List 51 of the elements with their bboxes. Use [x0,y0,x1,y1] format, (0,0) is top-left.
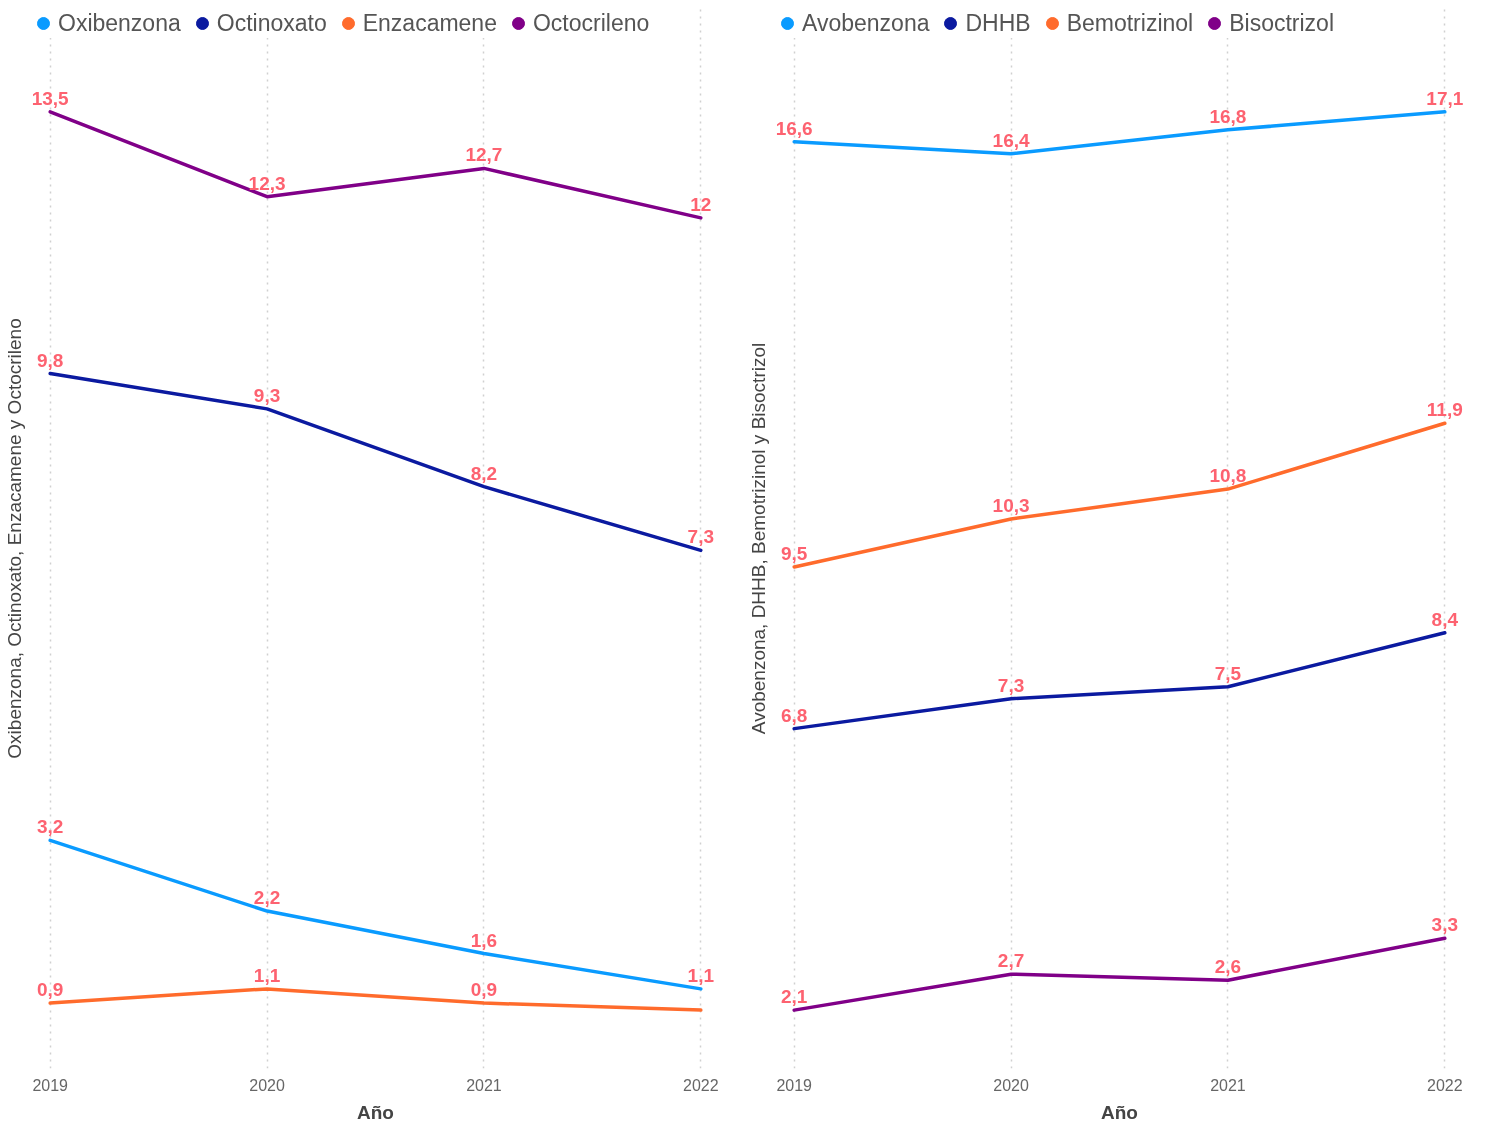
legend-label: Octocrileno [532,9,650,37]
legend-label: Oxibenzona [58,9,181,37]
data-label: 12,3 [248,172,286,194]
data-label: 16,4 [992,129,1030,151]
data-label: 8,4 [1431,608,1459,630]
data-label: 2,1 [780,986,808,1008]
data-label: 11,9 [1426,399,1463,421]
data-label: 2,6 [1214,956,1242,978]
data-label: 3,2 [36,816,64,838]
data-label: 9,3 [253,384,281,406]
data-label: 12,7 [465,144,503,166]
data-label: 3,3 [1431,914,1459,936]
x-tick-label: 2020 [993,1076,1029,1094]
data-label: 0,9 [470,979,498,1001]
data-label: 6,8 [780,704,808,726]
legend-label: Bisoctrizol [1229,9,1334,37]
data-label: 10,3 [992,495,1030,517]
data-label: 7,3 [687,526,715,548]
data-label: 0,9 [36,979,64,1001]
data-label: 17,1 [1426,87,1464,109]
legend-label: Enzacamene [362,9,497,37]
x-axis-title: Año [1101,1101,1138,1123]
data-label: 7,5 [1214,662,1242,684]
data-label: 7,3 [997,674,1025,696]
legend-label: Octinoxato [216,9,327,37]
data-label: 16,6 [775,117,813,139]
x-tick-label: 2022 [1427,1076,1463,1094]
x-tick-label: 2019 [776,1076,813,1094]
data-label: 2,7 [997,950,1025,972]
data-label: 2,2 [253,887,281,909]
x-tick-label: 2021 [466,1076,502,1094]
legend-label: DHHB [965,9,1031,37]
data-label: 1,6 [470,929,498,951]
data-label: 1,1 [687,964,715,986]
data-label: 8,2 [470,462,498,484]
x-tick-label: 2020 [249,1076,285,1094]
y-axis-title: Avobenzona, DHHB, Bemotrizinol y Bisoctrizol [747,342,769,735]
data-label: 16,8 [1209,105,1247,127]
data-label: 12 [690,193,712,215]
data-label: 10,8 [1209,465,1247,487]
legend-label: Avobenzona [802,9,930,37]
legend-label: Bemotrizinol [1066,9,1194,37]
x-tick-label: 2019 [32,1076,69,1094]
x-tick-label: 2022 [683,1076,719,1094]
data-label: 9,8 [36,349,64,371]
x-axis-title: Año [357,1101,394,1123]
data-label: 9,5 [780,542,808,564]
x-tick-label: 2021 [1210,1076,1246,1094]
data-label: 1,1 [253,964,281,986]
data-label: 13,5 [31,87,70,109]
y-axis-title: Oxibenzona, Octinoxato, Enzacamene y Octocrileno [3,318,25,759]
